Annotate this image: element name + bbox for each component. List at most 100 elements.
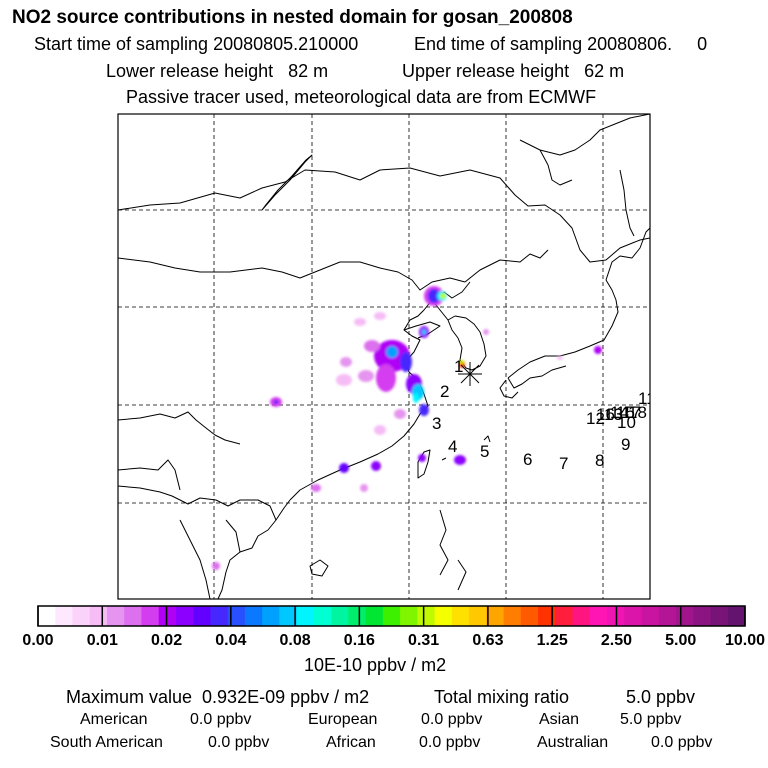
- colorbar-tick-label: 0.00: [22, 632, 54, 649]
- trajectory-labels: 1 2 3 4 5 6 7 8 9 10 11 12 13 14 15 16 1…: [432, 357, 656, 473]
- end-time: End time of sampling 20080806. 0: [414, 34, 708, 54]
- colorbar-swatch: [451, 606, 470, 626]
- colorbar-swatch: [520, 606, 539, 626]
- colorbar-swatch: [624, 606, 642, 626]
- colorbar-swatch: [279, 606, 298, 626]
- tracer-note: Passive tracer used, meteorological data…: [126, 87, 597, 107]
- region-name-australian: Australian: [537, 734, 609, 751]
- region-value-american: 0.0 ppbv: [190, 711, 252, 728]
- coastlines: [118, 114, 650, 599]
- colorbar-swatch: [555, 606, 573, 626]
- colorbar-tick-label: 0.16: [343, 632, 375, 649]
- colorbar-swatch: [296, 606, 315, 626]
- colorbar-swatch: [262, 606, 280, 626]
- colorbar-swatch: [227, 606, 246, 626]
- trajectory-label-12: 12: [586, 409, 605, 428]
- colorbar-swatch: [658, 606, 677, 626]
- colorbar-swatch: [72, 606, 91, 626]
- chart-title: NO2 source contributions in nested domai…: [12, 7, 573, 28]
- colorbar-tick-label: 0.08: [279, 632, 311, 649]
- region-value-african: 0.0 ppbv: [419, 734, 481, 751]
- colorbar-swatch: [486, 606, 504, 626]
- colorbar-swatch: [641, 606, 660, 626]
- concentration-field: [212, 286, 602, 570]
- region-name-european: European: [308, 711, 378, 728]
- trajectory-label-16: 16: [596, 405, 615, 424]
- colorbar-swatch: [124, 606, 142, 626]
- region-value-asian: 5.0 ppbv: [620, 711, 682, 728]
- colorbar-swatch: [38, 606, 56, 626]
- colorbar-swatch: [727, 606, 746, 626]
- region-value-european: 0.0 ppbv: [421, 711, 483, 728]
- colorbar-swatch: [244, 606, 263, 626]
- colorbar-tick-label: 5.00: [665, 632, 697, 649]
- colorbar-swatch: [417, 606, 436, 626]
- colorbar-swatch: [313, 606, 332, 626]
- trajectory-label-13: 13: [604, 405, 623, 424]
- trajectory-label-11: 11: [638, 389, 656, 408]
- region-name-south-american: South American: [50, 734, 163, 751]
- colorbar-swatch: [503, 606, 522, 626]
- star-marker: [458, 362, 482, 386]
- colorbar-swatch: [89, 606, 108, 626]
- colorbar-swatch: [382, 606, 401, 626]
- region-name-african: African: [326, 734, 376, 751]
- trajectory-label-3: 3: [432, 414, 441, 433]
- total-mixing-value: 5.0 ppbv: [626, 687, 696, 707]
- lower-release-height: Lower release height 82 m: [106, 61, 329, 81]
- start-time: Start time of sampling 20080805.210000: [34, 34, 359, 54]
- colorbar-swatch: [193, 606, 211, 626]
- colorbar-swatch: [55, 606, 73, 626]
- colorbar-swatch: [400, 606, 418, 626]
- trajectory-label-4: 4: [448, 437, 457, 456]
- colorbar-tick-label: 2.50: [600, 632, 633, 649]
- colorbar-swatch: [589, 606, 608, 626]
- trajectory-label-15: 15: [616, 403, 635, 422]
- colorbar-swatch: [434, 606, 453, 626]
- trajectory-label-18: 18: [628, 403, 647, 422]
- colorbar-tick-label: 0.02: [150, 632, 183, 649]
- region-value-south-american: 0.0 ppbv: [208, 734, 270, 751]
- colorbar-tick-label: 0.63: [472, 632, 504, 649]
- colorbar-swatch: [710, 606, 729, 626]
- colorbar-tick-label: 0.31: [408, 632, 440, 649]
- trajectory-label-6: 6: [523, 450, 532, 469]
- trajectory-label-1: 1: [454, 357, 463, 376]
- colorbar-tick-label: 0.01: [86, 632, 118, 649]
- trajectory-label-17: 17: [622, 403, 641, 422]
- colorbar: [37, 605, 746, 627]
- colorbar-swatch: [693, 606, 711, 626]
- region-value-australian: 0.0 ppbv: [651, 734, 713, 751]
- trajectory-label-7: 7: [559, 454, 568, 473]
- colorbar-tick-label: 0.04: [215, 632, 247, 649]
- colorbar-swatch: [365, 606, 384, 626]
- trajectory-label-10: 10: [617, 413, 636, 432]
- colorbar-swatch: [158, 606, 177, 626]
- trajectory-label-2: 2: [440, 382, 449, 401]
- colorbar-tick-label: 1.25: [536, 632, 568, 649]
- total-mixing-label: Total mixing ratio: [434, 687, 570, 707]
- maximum-value: Maximum value 0.932E-09 ppbv / m2: [66, 687, 370, 707]
- colorbar-swatch: [469, 606, 487, 626]
- map-frame: [117, 113, 651, 600]
- colorbar-swatch: [572, 606, 591, 626]
- colorbar-swatch: [210, 606, 229, 626]
- trajectory-label-5: 5: [480, 442, 489, 461]
- colorbar-frame: [37, 605, 746, 627]
- colorbar-swatch: [106, 606, 125, 626]
- region-name-asian: Asian: [539, 711, 580, 728]
- trajectory-label-8: 8: [595, 451, 604, 470]
- trajectory-label-14: 14: [610, 403, 629, 422]
- colorbar-swatch: [175, 606, 194, 626]
- trajectory-label-9: 9: [621, 435, 630, 454]
- colorbar-swatch: [348, 606, 367, 626]
- upper-release-height: Upper release height 62 m: [402, 61, 625, 81]
- colorbar-swatch: [676, 606, 694, 626]
- colorbar-tick-label: 10.00: [724, 632, 766, 649]
- colorbar-swatch: [141, 606, 160, 626]
- region-name-american: American: [80, 711, 148, 728]
- colorbar-units: 10E-10 ppbv / m2: [304, 655, 447, 675]
- colorbar-swatch: [538, 606, 556, 626]
- colorbar-swatch: [331, 606, 349, 626]
